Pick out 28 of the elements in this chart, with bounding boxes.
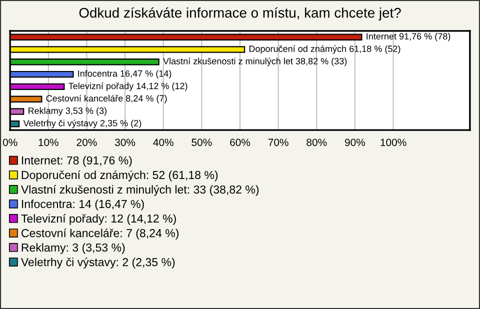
chart-title: Odkud získáváte informace o místu, kam chcete jet? (79, 7, 401, 20)
x-tick-label: 20% (76, 138, 97, 146)
legend-label: Veletrhy či výstavy: 2 (2,35 %) (20, 258, 175, 268)
x-tick-label: 40% (153, 138, 174, 146)
data-label: Televizní pořady 14,12 % (12) (68, 82, 188, 91)
x-tick-label: 90% (345, 138, 366, 146)
x-tick-label: 0% (2, 138, 18, 146)
legend-label: Reklamy: 3 (3,53 %) (22, 243, 125, 254)
x-tick-label: 30% (115, 138, 136, 146)
data-label: Veletrhy či výstavy 2,35 % (2) (23, 120, 142, 128)
x-tick-label: 10% (38, 138, 58, 146)
legend-label: Televizní pořady: 12 (14,12 %) (21, 214, 176, 225)
data-label: Doporučení od známých 61,18 % (52) (249, 45, 400, 54)
data-label: Cestovní kanceláře 8,24 % (7) (46, 94, 167, 104)
data-label: Vlastní zkušenosti z minulých let 38,82 % (33) (163, 58, 347, 66)
legend-label: Doporučení od známých: 52 (61,18 %) (22, 170, 218, 182)
x-tick-label: 100% (380, 138, 406, 146)
x-tick-label: 80% (306, 138, 327, 146)
x-tick-label: 50% (192, 138, 212, 146)
data-label: Reklamy 3,53 % (3) (28, 107, 106, 116)
legend-label: Internet: 78 (91,76 %) (22, 156, 132, 167)
data-label: Infocentra 16,47 % (14) (78, 70, 172, 78)
legend-label: Infocentra: 14 (16,47 %) (22, 200, 144, 210)
x-tick-label: 60% (230, 138, 250, 146)
legend-label: Vlastní zkušenosti z minulých let: 33 (38,82 %) (20, 185, 259, 196)
data-label: Internet 91,76 % (78) (366, 32, 450, 42)
x-tick-label: 70% (268, 138, 288, 146)
legend-label: Cestovní kanceláře: 7 (8,24 %) (22, 228, 178, 240)
